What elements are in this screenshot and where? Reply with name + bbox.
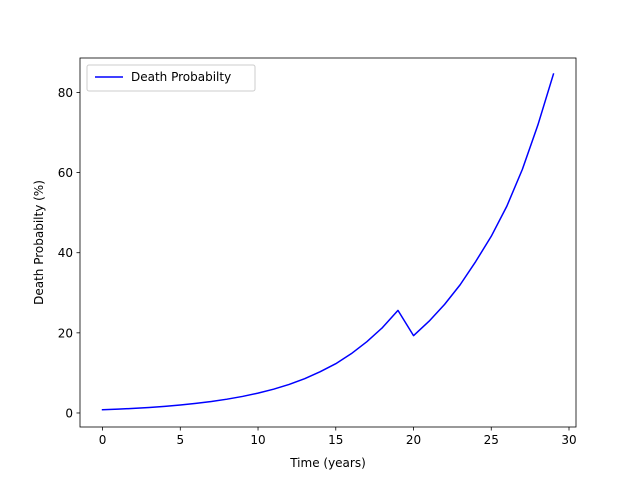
legend-box (86, 64, 256, 92)
y-tick-label: 80 (58, 86, 73, 100)
legend: Death Probabilty (86, 64, 256, 92)
plot-frame (79, 57, 577, 428)
x-tick-label: 25 (484, 433, 499, 447)
y-tick-label: 60 (58, 166, 73, 180)
x-axis-ticks: 0 5 10 15 20 25 30 (99, 427, 577, 447)
y-tick-label: 40 (58, 246, 73, 260)
legend-label: Death Probabilty (131, 70, 231, 84)
x-tick-label: 10 (250, 433, 265, 447)
y-axis-label: Death Probabilty (%) (32, 180, 46, 305)
x-tick-label: 5 (176, 433, 184, 447)
y-tick-label: 0 (65, 406, 73, 420)
y-tick-label: 20 (58, 326, 73, 340)
series-layer (101, 73, 555, 411)
series-line (101, 73, 555, 411)
x-tick-label: 20 (406, 433, 421, 447)
x-tick-label: 0 (99, 433, 107, 447)
plot-area (80, 58, 576, 427)
x-axis-label: Time (years) (289, 456, 366, 470)
x-tick-label: 30 (561, 433, 576, 447)
y-axis-ticks: 0 20 40 60 80 (58, 86, 80, 420)
x-tick-label: 15 (328, 433, 343, 447)
